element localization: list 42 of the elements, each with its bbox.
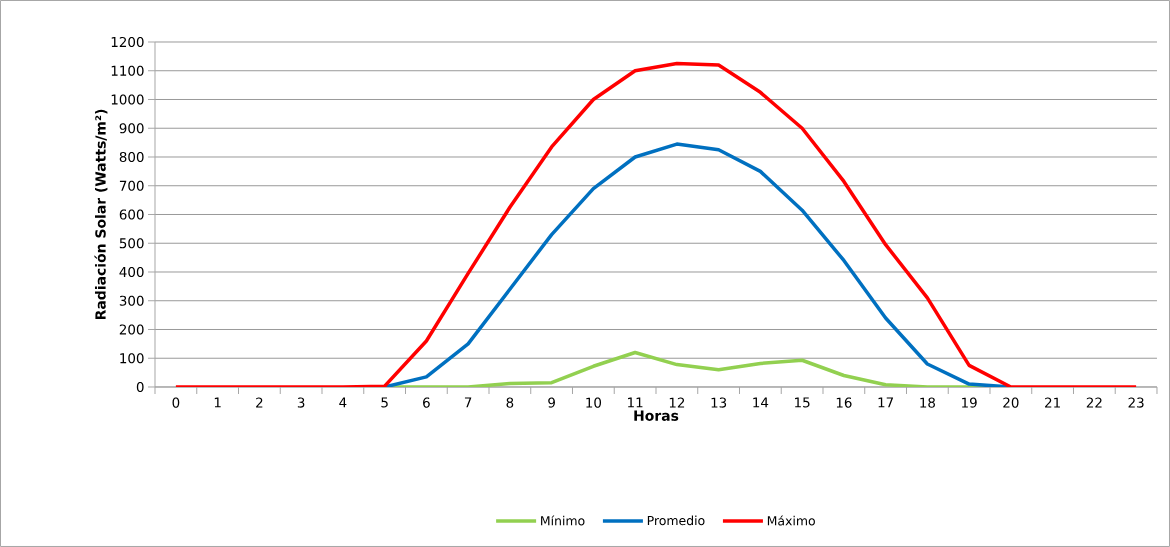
legend-label: Mínimo [541,515,585,526]
x-tick-label: 12 [669,397,685,408]
y-tick-label: 800 [119,151,144,163]
legend-label: Promedio [647,515,705,526]
x-tick-label: 19 [962,397,977,408]
x-tick-label: 23 [1128,397,1144,408]
x-tick-label: 15 [795,397,810,408]
y-tick-label: 1200 [111,36,144,48]
x-tick-label: 9 [548,397,555,408]
x-tick-label: 21 [1045,397,1060,408]
x-tick-label: 3 [297,397,305,408]
x-tick-label: 0 [172,397,180,408]
y-tick-label: 1100 [111,65,144,76]
x-tick-label: 22 [1086,397,1102,408]
x-tick-label: 13 [711,397,727,408]
x-tick-label: 20 [1003,397,1019,408]
x-tick-label: 16 [836,397,852,408]
y-tick-label: 300 [119,295,144,306]
x-tick-label: 11 [628,397,643,408]
x-tick-label: 7 [464,397,472,408]
x-tick-label: 5 [381,397,388,408]
x-tick-label: 14 [753,397,769,408]
y-axis-title: Radiación Solar (Watts/m²) [94,109,108,320]
y-tick-label: 200 [119,324,144,335]
y-tick-label: 700 [119,180,144,191]
x-tick-label: 1 [214,397,221,408]
y-tick-label: 1000 [111,94,144,105]
legend-label: Máximo [767,515,815,526]
y-tick-label: 0 [136,381,144,393]
x-tick-label: 18 [920,397,935,408]
y-tick-label: 100 [120,353,144,364]
x-tick-label: 2 [256,397,263,408]
y-tick-label: 900 [119,123,144,134]
y-tick-label: 600 [119,209,144,220]
x-tick-label: 17 [878,397,894,408]
x-tick-label: 8 [506,397,514,408]
y-tick-label: 400 [119,266,144,278]
x-tick-label: 6 [423,397,430,408]
x-tick-label: 10 [586,397,602,408]
y-tick-label: 500 [119,238,144,249]
x-axis-title: Horas [634,410,679,421]
x-tick-label: 4 [339,397,347,408]
